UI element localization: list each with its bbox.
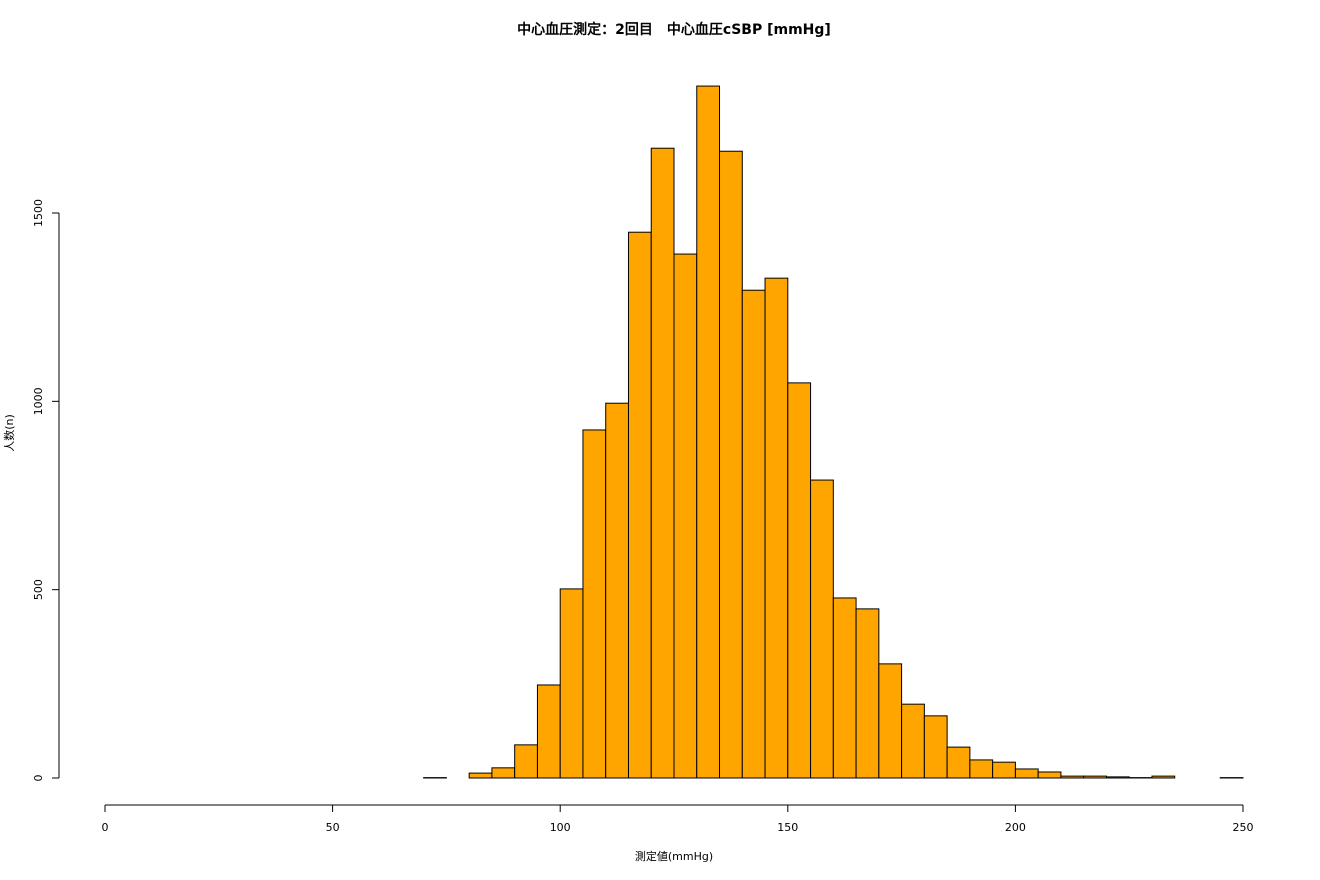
bar xyxy=(1060,775,1085,779)
chart-title: 中心血圧測定：2回目 中心血圧cSBP [mmHg] xyxy=(517,21,831,38)
bar xyxy=(650,147,675,779)
bar xyxy=(946,746,971,779)
bar xyxy=(992,761,1016,779)
bar xyxy=(764,277,789,779)
bar xyxy=(787,382,812,779)
bar xyxy=(605,402,629,779)
bar xyxy=(536,684,561,779)
bar xyxy=(673,253,698,779)
y-tick-label: 0 xyxy=(32,775,45,782)
y-axis-label: 人数(n) xyxy=(3,414,16,452)
bar xyxy=(878,663,903,779)
y-tick-label: 1500 xyxy=(32,199,45,227)
y-tick-label: 1000 xyxy=(32,387,45,415)
bar xyxy=(901,703,925,779)
bar xyxy=(627,231,652,779)
bar xyxy=(559,588,584,779)
x-tick-label: 150 xyxy=(777,821,798,834)
bar xyxy=(1083,775,1107,779)
bar xyxy=(491,767,516,779)
y-tick-label: 500 xyxy=(32,579,45,600)
x-axis-label: 測定値(mmHg) xyxy=(635,849,713,863)
bar xyxy=(832,597,857,779)
x-tick-label: 250 xyxy=(1233,821,1254,834)
bar xyxy=(719,150,743,779)
bar xyxy=(468,772,493,779)
bar xyxy=(514,744,538,779)
bar xyxy=(582,429,607,779)
bar xyxy=(1014,768,1039,779)
bar xyxy=(1037,771,1062,779)
bar xyxy=(1151,775,1176,779)
bar xyxy=(741,289,766,779)
x-tick-label: 100 xyxy=(550,821,571,834)
x-tick-label: 0 xyxy=(102,821,109,834)
bar xyxy=(855,608,880,779)
bar xyxy=(1105,776,1130,779)
bar xyxy=(923,715,948,779)
bar xyxy=(969,759,994,779)
bar xyxy=(810,479,834,779)
x-tick-label: 200 xyxy=(1005,821,1026,834)
x-tick-label: 50 xyxy=(326,821,340,834)
bar xyxy=(696,85,721,779)
